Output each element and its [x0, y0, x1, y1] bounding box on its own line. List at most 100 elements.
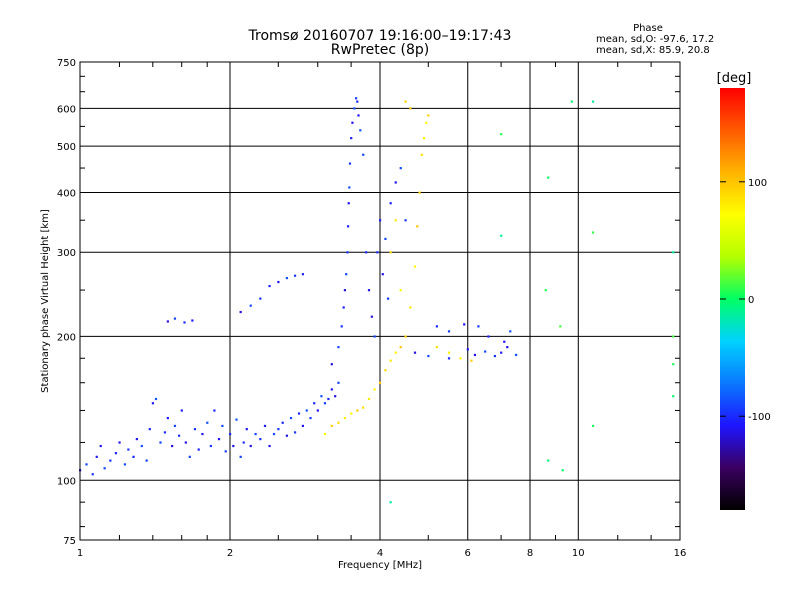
x-tick-label: 10: [572, 548, 585, 559]
data-point: [85, 463, 88, 466]
data-point: [224, 450, 227, 453]
data-point: [334, 395, 337, 398]
data-point: [473, 353, 477, 357]
data-point: [123, 463, 126, 466]
data-point: [561, 469, 564, 472]
data-point: [346, 225, 350, 228]
colorbar-ticks: 100 0 -100: [720, 178, 771, 423]
data-point: [367, 289, 371, 292]
data-point: [235, 418, 238, 421]
data-point: [356, 100, 359, 103]
data-point: [470, 359, 473, 362]
data-point: [570, 100, 573, 103]
data-point: [399, 346, 402, 349]
data-point: [359, 129, 362, 132]
data-point: [118, 441, 121, 444]
data-point: [180, 409, 183, 412]
data-point: [316, 409, 319, 412]
grid-lines: [79, 61, 681, 541]
data-point: [381, 273, 384, 276]
plot-frame: [79, 61, 681, 541]
data-point: [337, 381, 340, 384]
data-point: [239, 310, 242, 314]
data-point: [173, 424, 177, 428]
data-point: [239, 455, 242, 458]
data-point: [389, 251, 392, 254]
x-axis-label: Frequency [MHz]: [338, 560, 422, 571]
data-point: [242, 441, 245, 444]
phase-box-o-line: mean, sd,O: -97.6, 17.2: [596, 34, 714, 45]
data-point: [217, 437, 221, 441]
data-point: [435, 346, 438, 349]
data-point: [447, 357, 451, 360]
data-point: [177, 434, 181, 437]
data-point: [263, 424, 267, 428]
data-point: [221, 424, 224, 428]
data-point: [320, 395, 323, 398]
data-point: [493, 354, 497, 358]
data-point: [305, 409, 308, 412]
data-point: [379, 219, 382, 222]
data-point: [345, 273, 348, 276]
data-point: [379, 381, 382, 384]
data-point: [389, 359, 392, 362]
data-point: [285, 276, 288, 280]
data-point: [484, 350, 487, 353]
x-tick-label: 4: [377, 548, 383, 559]
data-point: [350, 412, 353, 415]
data-point: [394, 181, 397, 184]
data-point: [330, 388, 333, 391]
data-point: [132, 455, 135, 458]
chart-title: Tromsø 20160707 19:16:00–19:17:43: [248, 28, 512, 44]
data-point: [293, 431, 297, 434]
data-point: [109, 459, 112, 462]
data-point: [346, 251, 349, 254]
data-point: [281, 421, 284, 424]
data-point: [404, 335, 407, 338]
data-point: [367, 397, 371, 401]
data-point: [340, 325, 343, 328]
data-point: [487, 335, 490, 338]
data-point: [293, 274, 297, 277]
data-point: [277, 280, 280, 284]
data-point: [427, 114, 430, 117]
data-point: [272, 432, 276, 436]
data-point: [353, 107, 356, 110]
data-point: [259, 437, 262, 441]
data-point: [370, 315, 373, 318]
y-tick-label: 600: [57, 104, 76, 115]
data-point: [477, 325, 480, 328]
data-point: [672, 363, 675, 366]
data-point: [337, 346, 340, 349]
data-point: [503, 340, 506, 343]
data-point: [459, 357, 462, 360]
data-point: [184, 441, 187, 444]
data-point: [547, 176, 550, 179]
data-point: [389, 202, 392, 205]
data-point: [672, 251, 675, 254]
data-point: [399, 167, 402, 170]
data-point: [277, 428, 280, 431]
data-point: [427, 354, 430, 358]
data-point: [384, 369, 387, 372]
colorbar-tick-label: 0: [748, 295, 754, 306]
data-point: [413, 351, 417, 354]
x-tick-label: 6: [465, 548, 471, 559]
data-point: [348, 186, 351, 189]
data-point: [376, 251, 379, 254]
data-point: [135, 437, 138, 441]
y-tick-label: 100: [57, 476, 76, 487]
data-point: [301, 424, 305, 428]
data-point: [159, 441, 162, 444]
data-point: [672, 395, 675, 398]
x-tick-label: 16: [674, 548, 687, 559]
y-tick-label: 400: [57, 188, 76, 199]
data-point: [515, 353, 518, 357]
data-point: [154, 397, 158, 401]
chart-subtitle: RwPretec (8p): [331, 42, 429, 58]
data-point: [285, 434, 288, 437]
data-point: [183, 321, 186, 324]
data-point: [373, 335, 376, 338]
data-point: [249, 444, 252, 448]
